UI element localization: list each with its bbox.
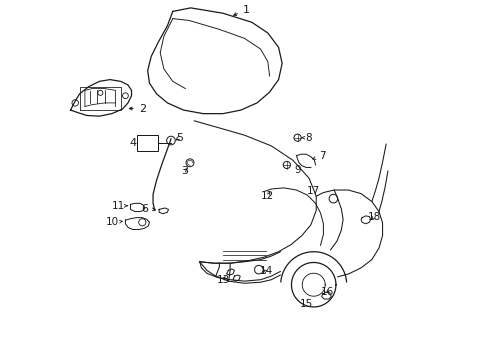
Text: 8: 8 [301, 133, 311, 143]
Text: 5: 5 [175, 133, 183, 143]
Text: 15: 15 [299, 299, 312, 309]
Text: 17: 17 [306, 186, 319, 197]
Text: 6: 6 [141, 204, 155, 215]
Text: 7: 7 [312, 150, 325, 161]
Text: 13: 13 [216, 275, 229, 285]
Text: 4: 4 [129, 139, 136, 148]
Text: 18: 18 [367, 212, 380, 221]
Text: 3: 3 [181, 166, 187, 176]
Text: 2: 2 [129, 104, 145, 114]
Text: 1: 1 [233, 5, 249, 15]
Text: 11: 11 [111, 201, 127, 211]
Text: 9: 9 [294, 165, 300, 175]
Bar [137, 135, 158, 151]
Text: 10: 10 [106, 217, 122, 227]
Text: 16: 16 [321, 287, 334, 297]
Text: 14: 14 [259, 266, 272, 276]
Text: 12: 12 [261, 191, 274, 201]
